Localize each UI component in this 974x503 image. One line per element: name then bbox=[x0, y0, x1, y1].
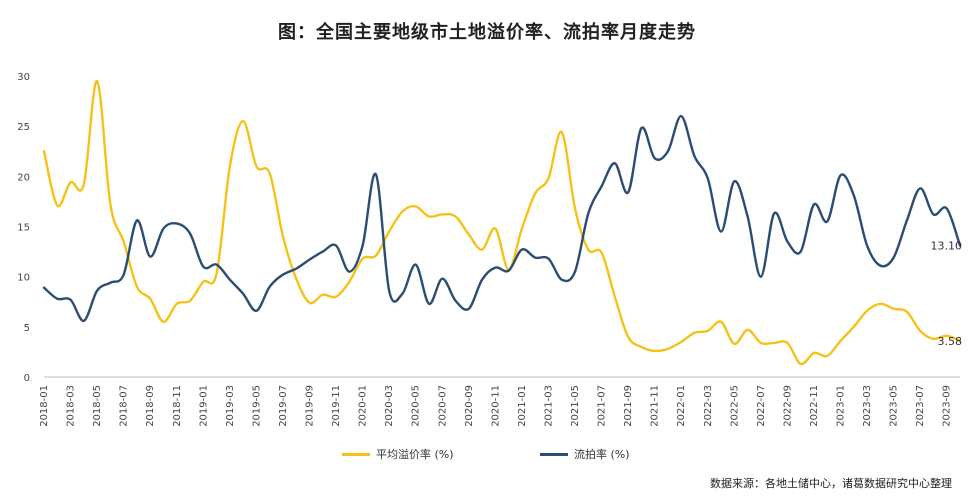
axes: 0 5 10 15 20 25 30 2018-01 2018-03 2018-05 2018-07… bbox=[17, 72, 960, 427]
y-tick-label: 20 bbox=[17, 172, 30, 183]
y-tick-label: 5 bbox=[24, 323, 30, 334]
end-label-premium: 3.58 bbox=[938, 335, 963, 348]
y-tick-label: 10 bbox=[17, 273, 30, 284]
x-tick-label: 2022-05 bbox=[729, 385, 740, 427]
x-tick-label: 2023-05 bbox=[889, 385, 900, 427]
x-tick-label: 2019-11 bbox=[331, 385, 342, 427]
x-tick-label: 2018-07 bbox=[119, 385, 130, 427]
x-tick-label: 2019-05 bbox=[251, 385, 262, 427]
end-label-failure: 13.10 bbox=[931, 240, 963, 253]
x-tick-label: 2023-01 bbox=[836, 385, 847, 427]
series-line-failure bbox=[42, 114, 962, 323]
x-tick-label: 2021-07 bbox=[597, 385, 608, 427]
x-tick-label: 2021-03 bbox=[543, 385, 554, 427]
x-tick-label: 2019-09 bbox=[305, 385, 316, 427]
y-tick-label: 25 bbox=[17, 122, 30, 133]
x-tick-label: 2023-03 bbox=[862, 385, 873, 427]
x-tick-label: 2021-09 bbox=[623, 385, 634, 427]
y-tick-label: 30 bbox=[17, 72, 30, 83]
x-tick-label: 2023-07 bbox=[915, 385, 926, 427]
x-tick-label: 2021-01 bbox=[517, 385, 528, 427]
x-tick-label: 2019-03 bbox=[225, 385, 236, 427]
legend-label-premium: 平均溢价率 (%) bbox=[376, 448, 454, 461]
x-tick-label: 2018-05 bbox=[92, 385, 103, 427]
x-tick-label: 2020-01 bbox=[358, 385, 369, 427]
x-tick-label: 2022-11 bbox=[809, 385, 820, 427]
x-tick-label: 2022-09 bbox=[782, 385, 793, 427]
series-lines bbox=[42, 79, 962, 366]
x-tick-label: 2018-11 bbox=[172, 385, 183, 427]
x-tick-label: 2020-09 bbox=[464, 385, 475, 427]
source-note: 数据来源：各地土储中心，诸葛数据研究中心整理 bbox=[710, 477, 952, 490]
x-tick-label: 2020-03 bbox=[384, 385, 395, 427]
legend: 平均溢价率 (%) 流拍率 (%) bbox=[0, 446, 974, 466]
x-tick-label: 2022-01 bbox=[676, 385, 687, 427]
x-tick-label: 2018-03 bbox=[66, 385, 77, 427]
x-tick-label: 2018-09 bbox=[145, 385, 156, 427]
x-tick-label: 2020-05 bbox=[411, 385, 422, 427]
chart-title: 图：全国主要地级市土地溢价率、流拍率月度走势 bbox=[278, 22, 696, 43]
legend-swatch-premium bbox=[342, 452, 370, 456]
legend-item-failure: 流拍率 (%) bbox=[540, 446, 630, 462]
x-tick-label: 2023-09 bbox=[942, 385, 953, 427]
y-tick-label: 0 bbox=[24, 373, 30, 384]
x-tick-label: 2020-07 bbox=[437, 385, 448, 427]
x-tick-label: 2018-01 bbox=[39, 385, 50, 427]
end-labels: 3.58 13.10 bbox=[931, 240, 963, 349]
y-tick-label: 15 bbox=[17, 223, 30, 234]
x-tick-label: 2021-11 bbox=[650, 385, 661, 427]
x-tick-label: 2021-05 bbox=[570, 385, 581, 427]
x-tick-label: 2022-03 bbox=[703, 385, 714, 427]
legend-swatch-failure bbox=[540, 452, 568, 456]
series-line-premium bbox=[42, 79, 962, 366]
legend-label-failure: 流拍率 (%) bbox=[574, 448, 630, 461]
legend-item-premium: 平均溢价率 (%) bbox=[342, 446, 454, 462]
x-tick-label: 2022-07 bbox=[756, 385, 767, 427]
x-tick-label: 2019-07 bbox=[278, 385, 289, 427]
x-tick-label: 2019-01 bbox=[198, 385, 209, 427]
x-tick-label: 2020-11 bbox=[490, 385, 501, 427]
